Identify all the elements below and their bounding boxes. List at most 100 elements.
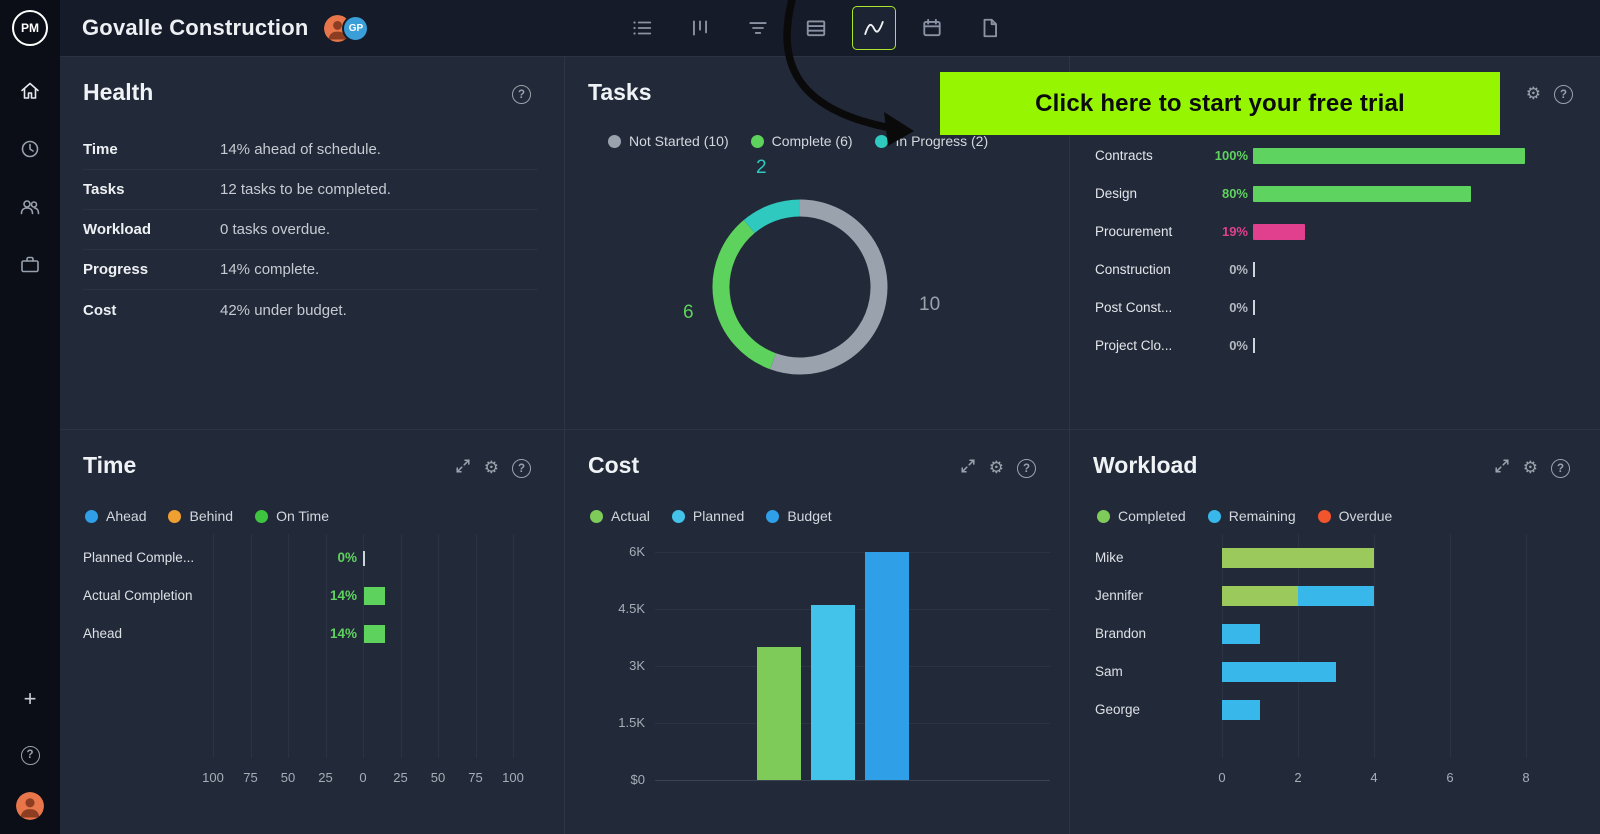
gridline: [1222, 534, 1223, 758]
gear-icon[interactable]: ⚙: [1522, 458, 1538, 478]
workload-bar-chart: 0 2 4 6 8 Mike Jennifer Brandon Sam George: [1070, 430, 1600, 834]
legend-item[interactable]: On Time: [255, 508, 329, 524]
help-icon[interactable]: ?: [512, 85, 531, 104]
panel-title-tasks: Tasks: [588, 79, 652, 105]
workload-row-label: Mike: [1095, 550, 1124, 565]
health-row-label: Tasks: [83, 181, 125, 198]
legend-item[interactable]: Ahead: [85, 508, 146, 524]
free-trial-banner[interactable]: Click here to start your free trial: [940, 72, 1500, 135]
health-row-label: Time: [83, 141, 118, 158]
time-row-label: Ahead: [83, 626, 123, 641]
axis-tick-label: 100: [202, 770, 224, 785]
tool-calendar[interactable]: [910, 6, 954, 50]
legend-item[interactable]: Actual: [590, 508, 650, 524]
workload-panel: Workload ⚙ ? Completed Remaining Overdue 0…: [1070, 430, 1600, 834]
legend-item[interactable]: Behind: [168, 508, 233, 524]
phase-bar-area: [1253, 186, 1471, 202]
workload-bar-sam-remaining: [1222, 662, 1336, 682]
time-legend: Ahead Behind On Time: [85, 508, 329, 524]
expand-icon[interactable]: [960, 458, 976, 479]
time-value-label: 14%: [329, 588, 357, 603]
gridline: [438, 534, 439, 758]
gridline: [1526, 534, 1527, 758]
phase-row: Construction 0%: [1070, 260, 1600, 280]
tool-table[interactable]: [794, 6, 838, 50]
legend-label: Actual: [611, 508, 650, 524]
legend-item[interactable]: In Progress (2): [874, 133, 988, 149]
legend-item[interactable]: Budget: [766, 508, 832, 524]
board-icon: [693, 20, 707, 36]
tool-filter[interactable]: [736, 6, 780, 50]
user-avatar[interactable]: [16, 792, 44, 820]
gridline: [475, 534, 477, 758]
time-value-label: 14%: [329, 626, 357, 641]
cost-bar-actual: [757, 647, 801, 780]
axis-tick-label: 2: [1294, 770, 1302, 785]
sidebar-item-time[interactable]: [11, 130, 49, 168]
axis-tick-label: 50: [430, 770, 446, 785]
gear-icon[interactable]: ⚙: [483, 458, 499, 478]
workload-legend: Completed Remaining Overdue: [1097, 508, 1392, 524]
banner-text: Click here to start your free trial: [1035, 89, 1405, 117]
time-row-label: Actual Completion: [83, 588, 193, 603]
briefcase-icon: [21, 256, 39, 273]
help-icon[interactable]: ?: [1554, 85, 1573, 104]
report-icon: [983, 18, 997, 38]
legend-dot-icon: [1317, 509, 1331, 523]
axis-tick-label: 8: [1522, 770, 1530, 785]
cost-legend: Actual Planned Budget: [590, 508, 832, 524]
legend-item[interactable]: Planned: [671, 508, 744, 524]
legend-item[interactable]: Completed: [1097, 508, 1186, 524]
tool-board[interactable]: [678, 6, 722, 50]
avatar-face-icon: [16, 792, 44, 820]
workload-row-label: Brandon: [1095, 626, 1147, 641]
tool-report[interactable]: [968, 6, 1012, 50]
legend-dot-icon: [671, 509, 685, 523]
gridline: [1374, 534, 1375, 758]
axis-tick-label: 6: [1446, 770, 1454, 785]
tool-list[interactable]: [620, 6, 664, 50]
legend-item[interactable]: Not Started (10): [608, 133, 729, 149]
table-icon: [806, 20, 826, 37]
axis-tick-label: 4.5K: [618, 601, 645, 616]
help-icon[interactable]: ?: [1017, 459, 1036, 478]
help-icon[interactable]: ?: [1551, 459, 1570, 478]
legend-dot-icon: [590, 509, 603, 523]
gridline: [325, 534, 327, 758]
sidebar-bottom: + ?: [11, 680, 49, 820]
avatar-group-badge[interactable]: GP: [342, 14, 370, 42]
help-button[interactable]: ?: [11, 736, 49, 774]
phase-bar-area: [1253, 338, 1255, 354]
legend-label: Remaining: [1228, 508, 1296, 524]
tool-chart[interactable]: [852, 6, 896, 50]
health-row-value: 42% under budget.: [220, 301, 347, 319]
health-row: Progress 14% complete.: [83, 250, 538, 290]
time-panel: Time ⚙ ? Ahead Behind On Time 100 75 50 25 0 25…: [60, 430, 565, 834]
legend-item[interactable]: Overdue: [1317, 508, 1392, 524]
sidebar-item-projects[interactable]: [11, 246, 49, 284]
gridline: [363, 534, 364, 758]
cost-bar-planned: [811, 605, 855, 780]
add-button[interactable]: +: [11, 680, 49, 718]
expand-icon[interactable]: [1494, 458, 1510, 479]
gear-icon[interactable]: ⚙: [988, 458, 1004, 478]
health-row-label: Progress: [83, 261, 149, 278]
donut-value-label: 6: [683, 302, 694, 323]
help-icon[interactable]: ?: [512, 459, 531, 478]
legend-item[interactable]: Remaining: [1207, 508, 1296, 524]
phase-bar-area: [1253, 224, 1305, 240]
app-logo[interactable]: PM: [12, 10, 48, 46]
gridline: [250, 534, 252, 758]
gear-icon[interactable]: ⚙: [1525, 84, 1541, 104]
legend-label: Ahead: [106, 508, 147, 524]
phase-row: Project Clo... 0%: [1070, 336, 1600, 356]
expand-icon[interactable]: [455, 458, 471, 479]
time-bar-chart: 100 75 50 25 0 25 50 75 100 Planned Comple... 0% Ac…: [60, 430, 565, 834]
sidebar-item-team[interactable]: [11, 188, 49, 226]
project-title: Govalle Construction: [82, 15, 309, 40]
legend-item[interactable]: Complete (6): [750, 133, 853, 149]
time-bar: [364, 587, 385, 605]
legend-label: Not Started (10): [629, 133, 729, 149]
sidebar-item-home[interactable]: [11, 72, 49, 110]
legend-label: On Time: [276, 508, 329, 524]
